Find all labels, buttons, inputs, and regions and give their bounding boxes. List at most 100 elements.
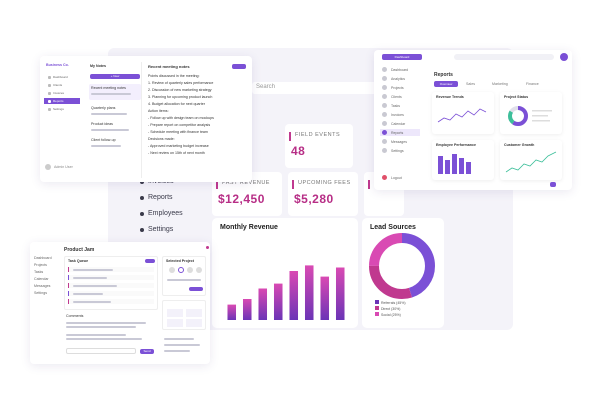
sidebar-item-clients[interactable]: Clients bbox=[44, 82, 80, 88]
stat-cell bbox=[186, 319, 202, 327]
legend-item-direct: Direct (30%) bbox=[375, 306, 406, 312]
nav-item-settings[interactable]: Settings bbox=[140, 226, 173, 233]
tasks-icon bbox=[382, 103, 387, 108]
note-title: Product ideas bbox=[91, 122, 113, 126]
comment-line bbox=[66, 326, 136, 328]
sidebar-item-settings[interactable]: Settings bbox=[44, 106, 80, 112]
activity-panel bbox=[162, 334, 206, 360]
comments-panel: Comments Send bbox=[64, 314, 158, 358]
close-icon[interactable] bbox=[206, 246, 209, 249]
kpi-accent bbox=[289, 132, 291, 141]
sidebar-item-invoices[interactable]: Invoices bbox=[44, 90, 80, 96]
sidebar-item-analytics[interactable]: Analytics bbox=[380, 75, 420, 82]
note-detail-title: Recent meeting notes bbox=[148, 64, 190, 69]
sidebar-item-settings[interactable]: Settings bbox=[34, 291, 47, 295]
monthly-revenue-title: Monthly Revenue bbox=[220, 224, 278, 231]
reports-app-window: Dashboard Dashboard Analytics Projects Clie… bbox=[374, 50, 572, 190]
revenue-trends-card: Revenue Trends bbox=[432, 92, 494, 134]
save-note-button[interactable] bbox=[232, 64, 246, 69]
sidebar-item-dashboard[interactable]: Dashboard bbox=[34, 256, 52, 260]
list-item[interactable]: Client follow-up bbox=[89, 136, 141, 150]
table-row[interactable] bbox=[68, 291, 154, 296]
sidebar-item-settings[interactable]: Settings bbox=[380, 147, 420, 154]
search-input[interactable] bbox=[454, 54, 554, 60]
avatar[interactable] bbox=[45, 164, 51, 170]
assign-button[interactable] bbox=[189, 287, 203, 291]
revenue-bar bbox=[320, 276, 330, 320]
legend-item-social: Social (25%) bbox=[375, 312, 406, 318]
avatar bbox=[187, 267, 193, 273]
sidebar-item-messages[interactable]: Messages bbox=[380, 138, 420, 145]
add-task-button[interactable] bbox=[145, 259, 155, 263]
bullet-icon bbox=[140, 227, 144, 232]
tab-overview[interactable]: Overview bbox=[434, 81, 458, 87]
note-line: - Next review on 15th of next month bbox=[148, 151, 205, 155]
tab-marketing[interactable]: Marketing bbox=[492, 82, 508, 86]
sidebar-item-tasks[interactable]: Tasks bbox=[34, 270, 44, 274]
notes-list-title: My Notes bbox=[90, 64, 106, 68]
sidebar-item-projects[interactable]: Projects bbox=[380, 84, 420, 91]
customer-growth-card: Customer Growth bbox=[500, 140, 562, 180]
sidebar-item-reports[interactable]: Reports bbox=[44, 98, 80, 104]
lead-sources-chart bbox=[369, 233, 435, 299]
table-row[interactable] bbox=[68, 267, 154, 272]
sidebar-item-projects[interactable]: Projects bbox=[34, 263, 47, 267]
revenue-trend-line bbox=[437, 108, 487, 123]
tab-sales[interactable]: Sales bbox=[466, 82, 475, 86]
note-title: Client follow-up bbox=[91, 138, 116, 142]
table-row[interactable] bbox=[68, 283, 154, 288]
projects-icon bbox=[382, 85, 387, 90]
bar bbox=[438, 156, 443, 174]
row-text bbox=[73, 268, 113, 271]
bar bbox=[459, 158, 464, 174]
search-input[interactable]: Search bbox=[252, 82, 382, 94]
sidebar-item-dashboard[interactable]: Dashboard bbox=[44, 74, 80, 80]
logout-button[interactable]: Logout bbox=[380, 174, 420, 181]
dashboard-button[interactable]: Dashboard bbox=[382, 54, 422, 60]
sidebar-item-reports[interactable]: Reports bbox=[380, 129, 420, 136]
task-queue-panel: Task Queue bbox=[64, 256, 158, 310]
comment-input[interactable] bbox=[66, 348, 136, 354]
new-note-button[interactable]: + New bbox=[90, 74, 140, 79]
sidebar-item-tasks[interactable]: Tasks bbox=[380, 102, 420, 109]
list-item[interactable]: Quarterly plans bbox=[89, 104, 141, 118]
send-button[interactable]: Send bbox=[140, 349, 154, 354]
card-title: Project Status bbox=[504, 95, 529, 99]
sidebar-item-messages[interactable]: Messages bbox=[34, 284, 51, 288]
activity-line bbox=[164, 338, 194, 340]
sidebar-label: Projects bbox=[391, 85, 404, 90]
nav-label: Reports bbox=[148, 194, 173, 201]
invoices-icon bbox=[48, 91, 51, 95]
lead-sources-card: Lead Sources Referrals (45%) Direct (30%… bbox=[362, 218, 444, 328]
sidebar-item-calendar[interactable]: Calendar bbox=[34, 277, 49, 281]
sidebar-item-invoices[interactable]: Invoices bbox=[380, 111, 420, 118]
revenue-bar bbox=[242, 299, 252, 320]
tab-bar: Overview Sales Marketing Finance bbox=[434, 81, 560, 87]
nav-item-employees[interactable]: Employees bbox=[140, 210, 183, 217]
tab-finance[interactable]: Finance bbox=[526, 82, 539, 86]
pagination-next[interactable] bbox=[550, 182, 556, 187]
reports-icon bbox=[48, 99, 51, 103]
kpi-label: PAST REVENUE bbox=[222, 180, 270, 186]
slice-social bbox=[369, 233, 435, 299]
list-item[interactable]: Product ideas bbox=[89, 120, 141, 134]
table-row[interactable] bbox=[68, 299, 154, 304]
nav-item-reports[interactable]: Reports bbox=[140, 194, 173, 201]
sidebar-item-calendar[interactable]: Calendar bbox=[380, 120, 420, 127]
list-item-selected[interactable]: Recent meeting notes bbox=[89, 84, 141, 100]
note-preview bbox=[91, 113, 127, 115]
legend-label: Direct (30%) bbox=[381, 307, 401, 311]
user-name: Admin User bbox=[54, 165, 73, 169]
avatar[interactable] bbox=[560, 53, 568, 61]
kpi-value: $5,280 bbox=[294, 192, 334, 206]
card-title: Customer Growth bbox=[504, 143, 535, 147]
table-row[interactable] bbox=[68, 275, 154, 280]
sidebar-item-dashboard[interactable]: Dashboard bbox=[380, 66, 420, 73]
sidebar-item-clients[interactable]: Clients bbox=[380, 93, 420, 100]
note-title: Recent meeting notes bbox=[91, 86, 126, 90]
logout-label: Logout bbox=[391, 175, 402, 180]
dashboard-icon bbox=[48, 75, 51, 79]
sidebar-label: Dashboard bbox=[53, 75, 68, 79]
revenue-bar bbox=[273, 283, 283, 320]
task-queue-title: Task Queue bbox=[68, 259, 89, 263]
